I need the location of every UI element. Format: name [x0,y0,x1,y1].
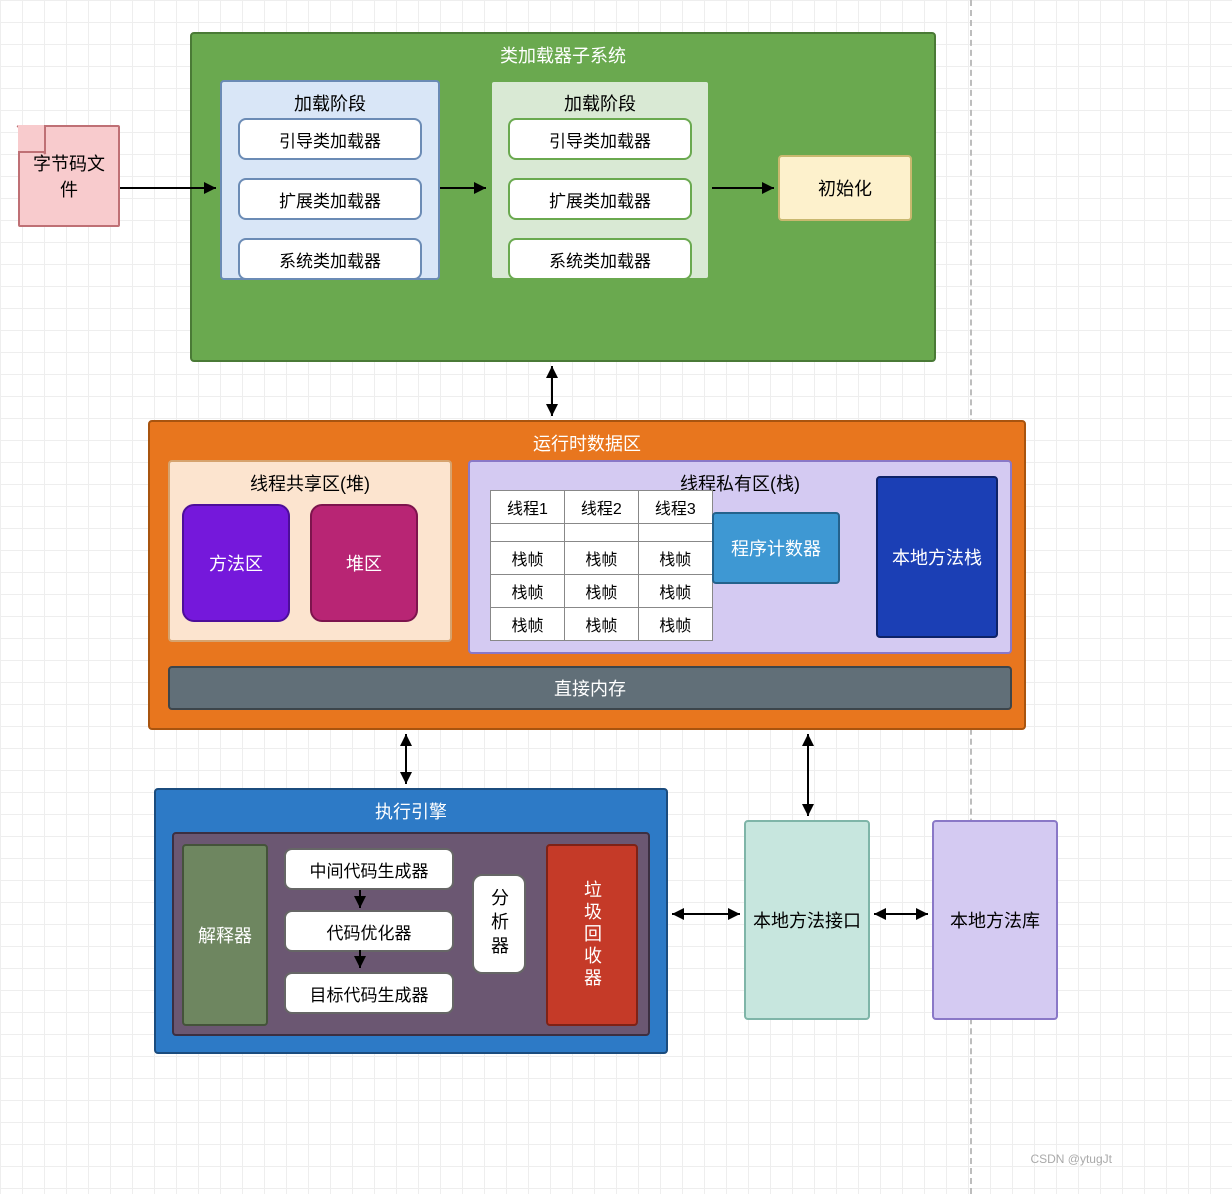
watermark: CSDN @ytugJt [1030,1152,1112,1166]
analyzer-label: 分析器 [486,888,512,960]
thread-shared-title: 线程共享区(堆) [250,470,370,496]
direct-memory: 直接内存 [168,666,1012,710]
list-item: 引导类加载器 [508,118,692,160]
table-header: 线程3 [638,491,712,524]
table-header: 线程2 [564,491,638,524]
load-phase-1-title: 加载阶段 [294,90,366,116]
table-cell: 栈帧 [638,608,712,641]
list-item: 系统类加载器 [238,238,422,280]
load-phase-1-items: 引导类加载器扩展类加载器系统类加载器 [238,118,422,280]
table-cell: 栈帧 [491,575,565,608]
table-cell: 栈帧 [564,608,638,641]
heap-area-label: 堆区 [346,550,382,576]
interpreter-label: 解释器 [198,922,252,948]
method-area-label: 方法区 [209,550,263,576]
native-method-interface: 本地方法接口 [744,820,870,1020]
interpreter: 解释器 [182,844,268,1026]
runtime-title: 运行时数据区 [533,430,641,456]
table-header: 线程1 [491,491,565,524]
list-item: 扩展类加载器 [508,178,692,220]
table-cell: 栈帧 [638,542,712,575]
compiler-step: 目标代码生成器 [284,972,454,1014]
table-cell: 栈帧 [491,542,565,575]
list-item: 扩展类加载器 [238,178,422,220]
native-method-stack: 本地方法栈 [876,476,998,638]
compiler-step: 代码优化器 [284,910,454,952]
gc-label: 垃圾回收器 [579,880,605,990]
classloader-title: 类加载器子系统 [500,42,626,68]
bytecode-file: 字节码文件 [18,125,120,227]
init-box: 初始化 [778,155,912,221]
table-cell: 栈帧 [638,575,712,608]
pc-register-label: 程序计数器 [731,535,821,561]
analyzer: 分析器 [472,874,526,974]
init-label: 初始化 [818,175,872,201]
execution-engine-title: 执行引擎 [375,798,447,824]
table-cell: 栈帧 [564,575,638,608]
bytecode-file-label: 字节码文件 [20,127,118,225]
list-item: 引导类加载器 [238,118,422,160]
heap-area: 堆区 [310,504,418,622]
thread-stack-table: 线程1线程2线程3栈帧栈帧栈帧栈帧栈帧栈帧栈帧栈帧栈帧 [490,490,713,641]
load-phase-2-items: 引导类加载器扩展类加载器系统类加载器 [508,118,692,280]
direct-memory-label: 直接内存 [554,675,626,701]
compiler-step: 中间代码生成器 [284,848,454,890]
table-cell: 栈帧 [564,542,638,575]
load-phase-2-title: 加载阶段 [564,90,636,116]
compiler-chain: 中间代码生成器代码优化器目标代码生成器 [284,848,454,1014]
table-cell: 栈帧 [491,608,565,641]
native-lib-label: 本地方法库 [950,907,1040,933]
native-iface-label: 本地方法接口 [753,907,861,933]
pc-register: 程序计数器 [712,512,840,584]
list-item: 系统类加载器 [508,238,692,280]
native-method-library: 本地方法库 [932,820,1058,1020]
native-method-stack-label: 本地方法栈 [892,544,982,570]
garbage-collector: 垃圾回收器 [546,844,638,1026]
method-area: 方法区 [182,504,290,622]
